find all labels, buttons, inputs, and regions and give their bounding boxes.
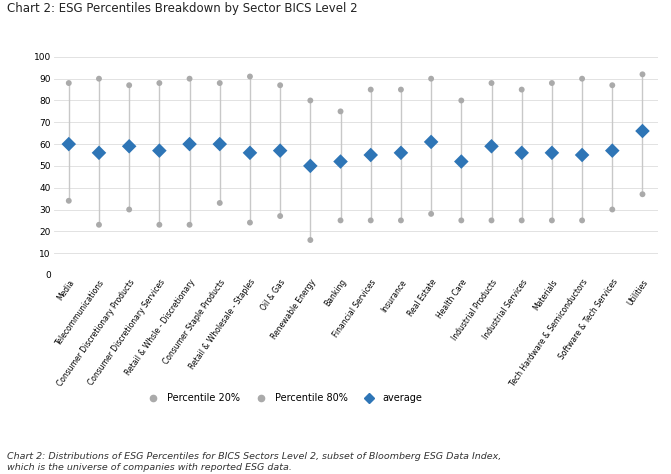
Point [366, 151, 376, 159]
Point [366, 86, 376, 93]
Point [426, 210, 437, 218]
Point [154, 221, 165, 228]
Point [215, 79, 225, 87]
Point [456, 217, 467, 224]
Point [637, 191, 648, 198]
Point [336, 217, 346, 224]
Point [456, 97, 467, 104]
Point [517, 149, 527, 156]
Point [63, 197, 74, 205]
Point [517, 86, 527, 93]
Point [124, 82, 135, 89]
Point [63, 140, 74, 148]
Text: Chart 2: ESG Percentiles Breakdown by Sector BICS Level 2: Chart 2: ESG Percentiles Breakdown by Se… [7, 2, 358, 15]
Point [366, 217, 376, 224]
Point [486, 79, 497, 87]
Point [607, 206, 618, 213]
Point [336, 108, 346, 115]
Point [215, 140, 225, 148]
Point [547, 149, 558, 156]
Point [607, 82, 618, 89]
Point [517, 217, 527, 224]
Point [486, 143, 497, 150]
Point [607, 147, 618, 155]
Point [124, 143, 135, 150]
Point [94, 149, 105, 156]
Point [154, 147, 165, 155]
Point [275, 212, 286, 220]
Point [94, 221, 105, 228]
Point [396, 217, 407, 224]
Legend: Percentile 20%, Percentile 80%, average: Percentile 20%, Percentile 80%, average [144, 393, 423, 403]
Point [547, 79, 558, 87]
Point [336, 158, 346, 165]
Point [305, 236, 316, 244]
Point [245, 149, 256, 156]
Point [275, 147, 286, 155]
Point [426, 75, 437, 82]
Point [396, 86, 407, 93]
Point [486, 217, 497, 224]
Point [396, 149, 407, 156]
Point [63, 79, 74, 87]
Point [305, 162, 316, 170]
Point [275, 82, 286, 89]
Point [245, 219, 256, 227]
Point [577, 75, 588, 82]
Point [154, 79, 165, 87]
Point [305, 97, 316, 104]
Point [577, 151, 588, 159]
Point [184, 221, 195, 228]
Point [184, 140, 195, 148]
Text: Chart 2: Distributions of ESG Percentiles for BICS Sectors Level 2, subset of Bl: Chart 2: Distributions of ESG Percentile… [7, 452, 501, 472]
Point [637, 127, 648, 135]
Point [456, 158, 467, 165]
Point [184, 75, 195, 82]
Point [124, 206, 135, 213]
Point [547, 217, 558, 224]
Point [215, 199, 225, 207]
Point [94, 75, 105, 82]
Point [426, 138, 437, 146]
Point [577, 217, 588, 224]
Point [245, 73, 256, 80]
Point [637, 71, 648, 78]
